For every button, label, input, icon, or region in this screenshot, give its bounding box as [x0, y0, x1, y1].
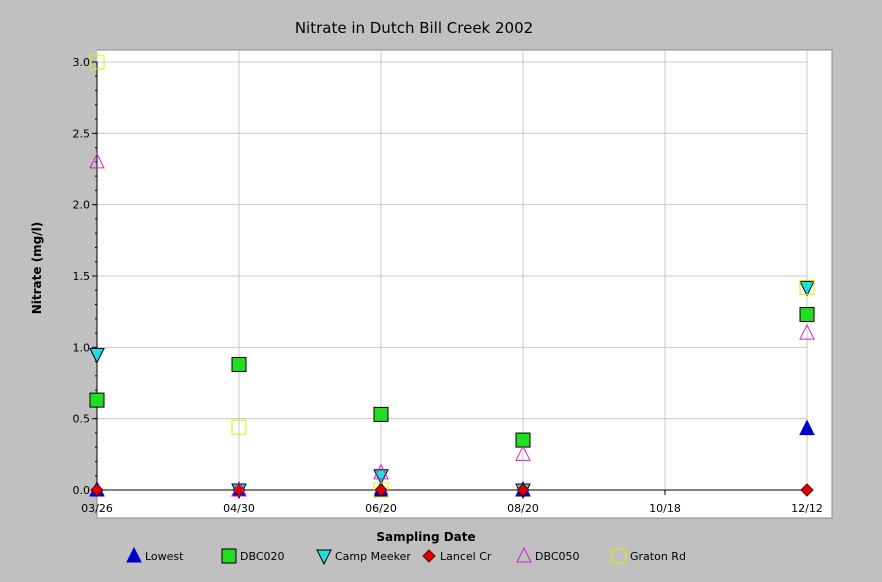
point-dbc020 — [373, 406, 389, 422]
point-lancel-cr — [800, 483, 814, 497]
point-graton-rd — [373, 482, 389, 498]
grid — [96, 50, 808, 491]
point-dbc050 — [515, 445, 531, 461]
point-dbc020 — [515, 432, 531, 448]
legend-item-lowest: Lowest — [126, 546, 184, 563]
point-dbc020 — [799, 307, 815, 323]
chart-title: Nitrate in Dutch Bill Creek 2002 — [295, 19, 533, 37]
legend-item-graton-rd: Graton Rd — [611, 548, 686, 564]
x-tick-labels: 03/26 04/30 06/20 08/20 10/18 12/12 — [81, 502, 823, 515]
y-tick-label: 2.0 — [73, 199, 91, 212]
point-camp-meeker — [799, 280, 815, 297]
y-tick-label: 1.5 — [73, 270, 91, 283]
legend-label-lancel-cr: Lancel Cr — [440, 550, 492, 563]
y-tick-label: 0.5 — [73, 413, 91, 426]
point-dbc050 — [89, 152, 105, 169]
point-dbc050 — [373, 463, 389, 480]
point-dbc020 — [231, 356, 247, 372]
legend: Lowest DBC020 Camp Meeker Lancel Cr DBC050 Gr… — [126, 546, 686, 566]
point-camp-meeker — [89, 347, 105, 364]
y-tick-labels: 0.0 0.5 1.0 1.5 2.0 2.5 3.0 — [73, 56, 91, 497]
legend-marker-lancel-cr — [422, 549, 436, 563]
legend-marker-graton-rd — [611, 548, 627, 564]
point-lancel-cr — [516, 483, 530, 497]
y-axis-label: Nitrate (mg/l) — [30, 222, 44, 315]
legend-label-camp-meeker: Camp Meeker — [335, 550, 411, 563]
legend-item-dbc020: DBC020 — [221, 548, 285, 564]
x-axis-label: Sampling Date — [376, 530, 475, 544]
legend-item-dbc050: DBC050 — [516, 546, 580, 563]
legend-marker-dbc020 — [221, 548, 237, 564]
legend-label-lowest: Lowest — [145, 550, 184, 563]
x-tick-label: 12/12 — [791, 502, 823, 515]
legend-label-dbc050: DBC050 — [535, 550, 580, 563]
legend-marker-dbc050 — [516, 546, 532, 563]
point-graton-rd — [231, 419, 247, 435]
legend-marker-camp-meeker — [316, 549, 332, 566]
x-tick-label: 10/18 — [649, 502, 681, 515]
data-markers — [89, 54, 815, 500]
x-tick-label: 08/20 — [507, 502, 539, 515]
point-lancel-cr — [90, 483, 104, 497]
x-tick-label: 04/30 — [223, 502, 255, 515]
y-tick-label: 0.0 — [73, 484, 91, 497]
plot-area — [96, 49, 833, 519]
point-dbc050 — [799, 323, 815, 340]
x-tick-label: 03/26 — [81, 502, 113, 515]
point-camp-meeker — [373, 469, 389, 485]
legend-item-lancel-cr: Lancel Cr — [422, 549, 492, 563]
legend-label-graton-rd: Graton Rd — [630, 550, 686, 563]
point-dbc050 — [231, 480, 247, 497]
point-lowest — [799, 419, 815, 436]
y-tick-label: 3.0 — [73, 56, 91, 69]
point-dbc020 — [89, 392, 105, 408]
x-tick-label: 06/20 — [365, 502, 397, 515]
point-graton-rd — [799, 279, 815, 295]
y-tick-label: 1.0 — [73, 341, 91, 354]
y-tick-label: 2.5 — [73, 127, 91, 140]
point-lancel-cr — [374, 483, 388, 497]
legend-marker-lowest — [126, 546, 142, 563]
legend-item-camp-meeker: Camp Meeker — [316, 549, 411, 566]
point-graton-rd — [89, 54, 105, 70]
legend-label-dbc020: DBC020 — [240, 550, 285, 563]
